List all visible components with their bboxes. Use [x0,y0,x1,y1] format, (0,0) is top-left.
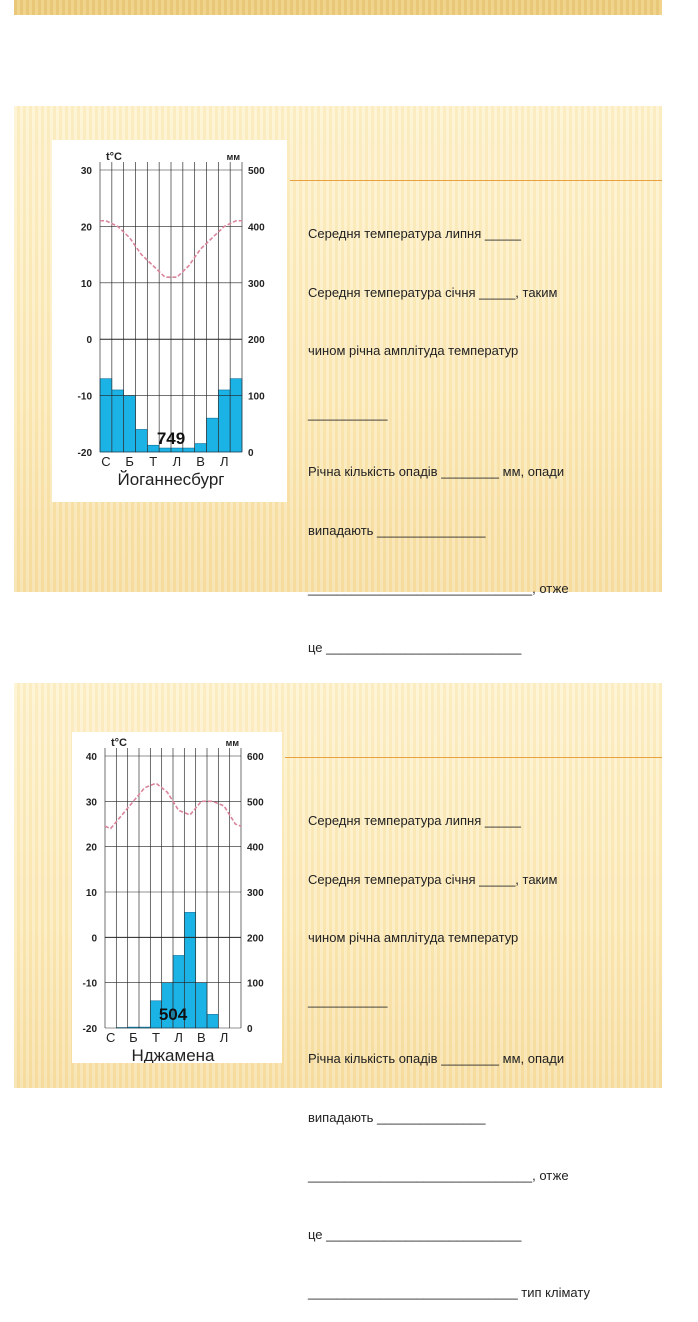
precip-bar-10 [207,1014,218,1028]
month-label: Л [220,454,229,469]
precip-bar-6 [159,448,171,452]
line-precip-fall: випадають _______________ [308,521,590,541]
precip-bar-3 [124,396,136,452]
month-label: Л [220,1030,229,1045]
left-axis-label: t°C [106,151,122,163]
right-tick-label: 200 [248,335,265,346]
previous-slide-edge [14,0,662,15]
line-climate-type: _____________________________ тип клімат… [308,1283,590,1303]
left-tick-label: 10 [86,888,98,899]
station-name: Нджамена [131,1046,215,1063]
month-label: Л [173,454,182,469]
line-amplitude: чином річна амплітуда температур [308,928,590,948]
precip-bar-4 [136,429,148,452]
line-therefore: _______________________________, отже [308,579,590,599]
left-tick-label: 20 [81,222,93,233]
line-january-temp: Середня температура січня _____, таким [308,870,590,890]
precip-bar-7 [171,448,183,452]
total-precip-label: 504 [159,1005,188,1024]
left-tick-label: -20 [83,1024,98,1035]
left-tick-label: 30 [81,166,93,177]
left-tick-label: -20 [78,448,93,459]
line-january-temp: Середня температура січня _____, таким [308,283,590,303]
left-tick-label: 0 [91,933,97,944]
precip-bar-11 [218,390,230,452]
line-amplitude: чином річна амплітуда температур [308,341,590,361]
worksheet-text-1: Середня температура липня _____ Середня … [308,185,590,735]
line-amplitude-blank: ___________ [308,404,590,424]
right-tick-label: 200 [247,933,264,944]
precip-bar-12 [230,379,242,452]
line-july-temp: Середня температура липня _____ [308,224,590,244]
precip-bar-9 [196,983,207,1028]
right-axis-label: мм [227,152,241,162]
line-precip: Річна кількість опадів ________ мм, опад… [308,1049,590,1069]
month-label: С [106,1030,115,1045]
precip-bar-2 [112,390,124,452]
right-tick-label: 0 [248,448,254,459]
precip-bar-9 [195,444,207,452]
left-tick-label: 40 [86,752,98,763]
right-tick-label: 100 [248,392,265,403]
right-tick-label: 100 [247,979,264,990]
line-precip-fall: випадають _______________ [308,1108,590,1128]
right-tick-label: 300 [248,279,265,290]
precip-bar-10 [207,418,219,452]
right-tick-label: 400 [248,222,265,233]
right-tick-label: 600 [247,752,264,763]
right-tick-label: 0 [247,1024,253,1035]
divider-line [285,757,662,758]
divider-line [290,180,662,181]
month-label: В [196,454,205,469]
line-this-is: це ___________________________ [308,1225,590,1245]
month-label: В [197,1030,206,1045]
right-tick-label: 300 [247,888,264,899]
right-axis-label: мм [226,738,240,748]
month-label: Б [125,454,134,469]
month-label: Т [149,454,157,469]
month-label: Л [174,1030,183,1045]
left-axis-label: t°C [111,737,127,749]
month-label: Б [129,1030,138,1045]
month-label: Т [152,1030,160,1045]
line-therefore: _______________________________, отже [308,1166,590,1186]
left-tick-label: -10 [78,392,93,403]
line-amplitude-blank: ___________ [308,991,590,1011]
left-tick-label: 10 [81,279,93,290]
precip-bar-8 [183,448,195,452]
right-tick-label: 500 [248,166,265,177]
month-label: С [101,454,110,469]
right-tick-label: 500 [247,797,264,808]
left-tick-label: 0 [86,335,92,346]
right-tick-label: 400 [247,843,264,854]
left-tick-label: -10 [83,979,98,990]
total-precip-label: 749 [157,429,185,448]
station-name: Йоганнесбург [117,470,224,489]
line-july-temp: Середня температура липня _____ [308,811,590,831]
line-precip: Річна кількість опадів ________ мм, опад… [308,462,590,482]
worksheet-text-2: Середня температура липня _____ Середня … [308,772,590,1322]
left-tick-label: 30 [86,797,98,808]
left-tick-label: 20 [86,843,98,854]
line-this-is: це ___________________________ [308,638,590,658]
precip-bar-1 [100,379,112,452]
